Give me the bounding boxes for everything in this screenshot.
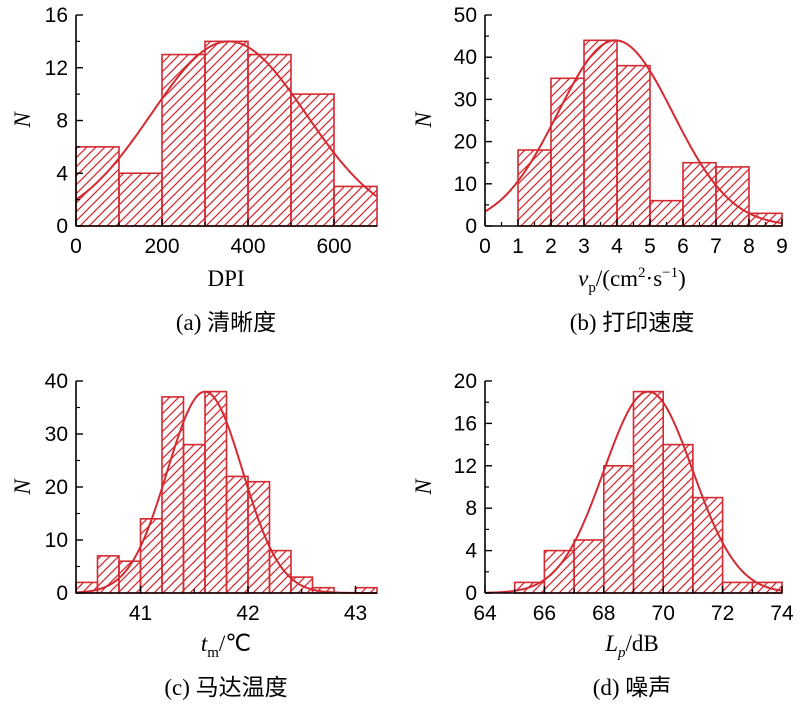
bar-a-5 [290,93,335,227]
xtick-label-d: 70 [652,602,675,625]
caption-b: (b) 打印速度 [570,310,695,335]
ytick-label-b: 10 [454,173,477,196]
xtick-label-d: 72 [711,602,734,625]
ytick-label-b: 30 [454,88,477,111]
panel-a: 0 4 8 12 16 0 200 400 600 [45,4,378,258]
ylabel-b: N [411,111,436,129]
caption-d: (d) 噪声 [593,675,672,700]
bar-c-3 [139,517,163,594]
ytick-label-a: 4 [56,162,68,185]
ytick-label-d: 20 [454,370,477,393]
bar-d-5 [662,443,694,594]
bar-c-7 [225,475,249,594]
xtick-label-b: 9 [776,235,788,258]
bar-d-3 [602,464,635,594]
xtick-label-b: 7 [710,235,722,258]
bar-b-5 [682,161,717,227]
ylabel-a: N [10,111,35,129]
xtick-label-b: 2 [545,235,557,258]
ytick-label-d: 4 [465,540,477,563]
bar-c-5 [182,443,206,594]
xtick-label-a: 600 [316,235,351,258]
ytick-label-b: 40 [454,46,477,69]
xtick-label-c: 42 [236,602,259,625]
xtick-label-d: 64 [473,602,497,625]
bar-a-4 [247,53,292,227]
xtick-label-d: 74 [770,602,794,625]
ytick-label-d: 8 [465,497,477,520]
panel-c: 0 10 20 30 40 41 42 43 [45,370,378,625]
fit-curve-a [75,40,378,201]
xtick-label-b: 5 [644,235,656,258]
bar-a-2 [161,53,206,227]
ytick-label-d: 0 [465,582,477,605]
xtick-label-a: 0 [70,235,82,258]
bar-d-4 [632,390,665,594]
xtick-label-b: 1 [512,235,524,258]
xtick-label-c: 41 [129,602,152,625]
bar-c-9 [268,549,292,594]
bar-b-4 [649,199,684,227]
xlabel-a: DPI [207,266,244,291]
caption-c: (c) 马达温度 [164,675,287,700]
ytick-label-b: 0 [465,215,477,238]
panel-d: 0 4 8 12 16 20 64 66 68 70 72 74 [454,370,794,625]
ytick-label-c: 30 [45,423,68,446]
ytick-label-c: 40 [45,370,68,393]
ytick-label-d: 12 [454,455,477,478]
ytick-label-a: 16 [45,4,68,27]
bar-a-1 [118,172,163,227]
bar-d-7 [721,581,754,594]
ytick-label-b: 20 [454,131,477,154]
ytick-label-a: 0 [56,215,68,238]
caption-a: (a) 清晰度 [176,310,276,335]
xtick-label-c: 43 [344,602,367,625]
xtick-label-b: 0 [479,235,491,258]
bar-b-3 [616,64,651,227]
bar-d-1 [543,549,575,594]
bar-c-4 [161,396,185,594]
bar-a-0 [75,146,120,227]
ytick-label-b: 50 [454,4,477,27]
fit-curve-c [75,390,377,594]
xtick-label-d: 66 [533,602,556,625]
xtick-label-b: 8 [743,235,755,258]
xtick-label-b: 3 [578,235,590,258]
bar-c-6 [204,390,228,594]
ytick-label-c: 0 [56,582,68,605]
xtick-label-a: 400 [230,235,265,258]
ytick-label-d: 16 [454,412,477,435]
bar-b-0 [517,149,552,227]
ytick-label-c: 10 [45,529,68,552]
xtick-label-b: 6 [677,235,689,258]
bar-c-1 [96,555,120,594]
ytick-label-a: 12 [45,57,68,80]
fit-curve-b [484,39,783,225]
bar-a-3 [204,40,249,227]
bar-d-2 [573,539,605,594]
xtick-label-b: 4 [611,235,623,258]
ytick-label-a: 8 [56,110,68,133]
bar-b-1 [550,77,585,227]
fit-curve-d [484,390,783,594]
xtick-label-d: 68 [592,602,615,625]
ylabel-c: N [10,478,35,496]
xlabel-c: tm/℃ [201,631,251,661]
xlabel-b: vp/(cm2·s−1) [578,265,686,296]
xlabel-d: Lp/dB [604,631,659,661]
bar-b-2 [583,39,618,227]
ytick-label-c: 20 [45,476,68,499]
ylabel-d: N [411,478,436,496]
bar-b-6 [715,166,750,227]
xtick-label-a: 200 [144,235,179,258]
